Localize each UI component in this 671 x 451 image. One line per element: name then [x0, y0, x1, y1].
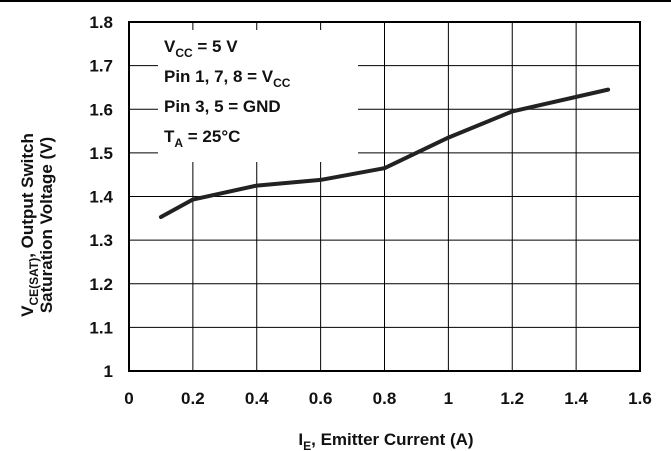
y-tick-label: 1.1 — [89, 318, 113, 337]
annotation-background — [158, 30, 358, 162]
x-tick-label: 1 — [444, 389, 453, 408]
series-line — [158, 87, 611, 220]
annotation-box: VCC = 5 V Pin 1, 7, 8 = VCC Pin 3, 5 = GND… — [164, 37, 291, 150]
y-tick-label: 1.3 — [89, 231, 113, 250]
x-axis-title: IE, Emitter Current (A) — [298, 430, 473, 451]
annotation-line: Pin 1, 7, 8 = VCC — [164, 67, 291, 90]
y-tick-labels: 1 1.1 1.2 1.3 1.4 1.5 1.6 1.7 1.8 — [89, 13, 113, 381]
top-rule — [0, 0, 671, 2]
x-tick-label: 0.4 — [245, 389, 269, 408]
plot-frame — [128, 21, 641, 372]
x-tick-labels: 0 0.2 0.4 0.6 0.8 1 1.2 1.4 1.6 — [124, 389, 652, 408]
x-tick-label: 1.2 — [500, 389, 524, 408]
x-tick-label: 0 — [124, 389, 133, 408]
x-tick-label: 0.8 — [373, 389, 397, 408]
y-tick-label: 1.7 — [89, 57, 113, 76]
y-axis-title-line1: VCE(SAT), Output Switch — [18, 133, 41, 317]
y-tick-label: 1.4 — [89, 188, 113, 207]
annotation-line: Pin 3, 5 = GND — [164, 97, 281, 116]
x-tick-label: 0.2 — [181, 389, 205, 408]
y-axis-title: VCE(SAT), Output Switch Saturation Volta… — [18, 133, 56, 317]
x-tick-label: 1.6 — [628, 389, 652, 408]
y-tick-label: 1.6 — [89, 100, 113, 119]
x-tick-label: 1.4 — [564, 389, 588, 408]
y-axis-title-line2: Saturation Voltage (V) — [37, 137, 56, 313]
y-tick-label: 1.8 — [89, 13, 113, 32]
series-group — [158, 87, 611, 220]
y-tick-label: 1 — [104, 362, 113, 381]
annotation-line: VCC = 5 V — [164, 37, 238, 60]
x-tick-label: 0.6 — [309, 389, 333, 408]
y-tick-label: 1.2 — [89, 275, 113, 294]
annotation-line: TA = 25°C — [164, 127, 240, 150]
y-tick-label: 1.5 — [89, 144, 113, 163]
